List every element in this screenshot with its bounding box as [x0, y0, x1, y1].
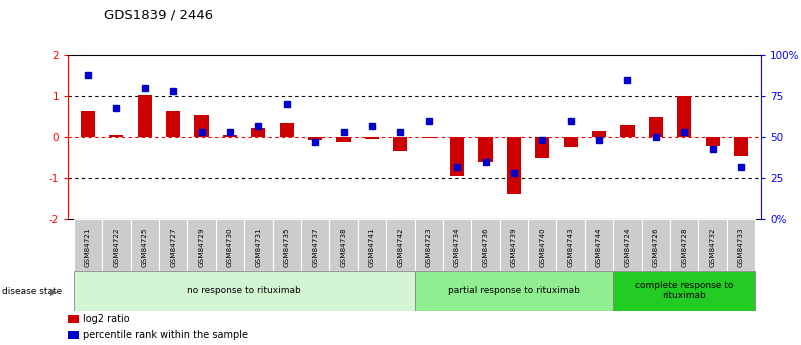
Bar — [74, 219, 103, 271]
Bar — [585, 219, 614, 271]
Bar — [614, 271, 755, 310]
Bar — [528, 219, 557, 271]
Text: partial response to rituximab: partial response to rituximab — [448, 286, 580, 295]
Text: GSM84728: GSM84728 — [682, 227, 687, 267]
Bar — [329, 219, 358, 271]
Text: GSM84739: GSM84739 — [511, 227, 517, 267]
Text: GSM84737: GSM84737 — [312, 227, 318, 267]
Bar — [727, 219, 755, 271]
Text: percentile rank within the sample: percentile rank within the sample — [83, 330, 248, 340]
Text: ▶: ▶ — [50, 287, 58, 296]
Bar — [215, 219, 244, 271]
Bar — [564, 137, 578, 147]
Bar — [649, 117, 663, 137]
Bar — [592, 131, 606, 137]
Bar — [252, 128, 265, 137]
Text: GSM84743: GSM84743 — [568, 227, 574, 267]
Bar — [443, 219, 471, 271]
Bar — [244, 219, 272, 271]
Bar — [131, 219, 159, 271]
Text: complete response to
rituximab: complete response to rituximab — [635, 281, 734, 300]
Bar — [159, 219, 187, 271]
Bar — [301, 219, 329, 271]
Text: no response to rituximab: no response to rituximab — [187, 286, 301, 295]
Bar — [109, 135, 123, 137]
Bar — [421, 137, 436, 138]
Text: GSM84732: GSM84732 — [710, 227, 715, 267]
Bar — [358, 219, 386, 271]
Bar — [68, 315, 79, 323]
Bar — [557, 219, 585, 271]
Text: GSM84723: GSM84723 — [425, 227, 432, 267]
Bar — [272, 219, 301, 271]
Bar — [642, 219, 670, 271]
Text: GSM84730: GSM84730 — [227, 227, 233, 267]
Text: GSM84725: GSM84725 — [142, 227, 147, 267]
Text: GSM84724: GSM84724 — [625, 227, 630, 267]
Bar — [698, 219, 727, 271]
Bar — [415, 219, 443, 271]
Text: GSM84738: GSM84738 — [340, 227, 347, 267]
Bar — [478, 137, 493, 162]
Bar — [81, 110, 95, 137]
Bar — [415, 271, 614, 310]
Bar — [734, 137, 748, 156]
Text: GSM84733: GSM84733 — [738, 227, 744, 267]
Text: GSM84734: GSM84734 — [454, 227, 460, 267]
Bar — [166, 110, 180, 137]
Bar — [393, 137, 408, 151]
Text: GDS1839 / 2446: GDS1839 / 2446 — [104, 9, 213, 22]
Bar — [670, 219, 698, 271]
Bar — [74, 271, 415, 310]
Bar — [706, 137, 720, 146]
Bar — [614, 219, 642, 271]
Bar — [450, 137, 465, 176]
Bar — [535, 137, 549, 158]
Text: GSM84722: GSM84722 — [114, 227, 119, 267]
Text: GSM84742: GSM84742 — [397, 227, 404, 267]
Text: GSM84727: GSM84727 — [170, 227, 176, 267]
Bar — [386, 219, 415, 271]
Bar — [103, 219, 131, 271]
Bar — [621, 125, 634, 137]
Bar — [187, 219, 215, 271]
Bar — [280, 123, 294, 137]
Bar — [507, 137, 521, 194]
Text: disease state: disease state — [2, 287, 62, 296]
Bar — [138, 95, 152, 137]
Bar — [68, 331, 79, 339]
Bar — [223, 135, 237, 137]
Text: GSM84735: GSM84735 — [284, 227, 290, 267]
Bar — [677, 96, 691, 137]
Text: GSM84729: GSM84729 — [199, 227, 204, 267]
Text: GSM84736: GSM84736 — [482, 227, 489, 267]
Text: log2 ratio: log2 ratio — [83, 314, 130, 324]
Text: GSM84741: GSM84741 — [369, 227, 375, 267]
Bar — [364, 137, 379, 139]
Bar — [195, 115, 208, 137]
Bar — [471, 219, 500, 271]
Bar — [308, 137, 322, 140]
Text: GSM84744: GSM84744 — [596, 227, 602, 267]
Bar — [336, 137, 351, 142]
Text: GSM84726: GSM84726 — [653, 227, 659, 267]
Text: GSM84731: GSM84731 — [256, 227, 261, 267]
Text: GSM84740: GSM84740 — [539, 227, 545, 267]
Bar — [500, 219, 528, 271]
Text: GSM84721: GSM84721 — [85, 227, 91, 267]
